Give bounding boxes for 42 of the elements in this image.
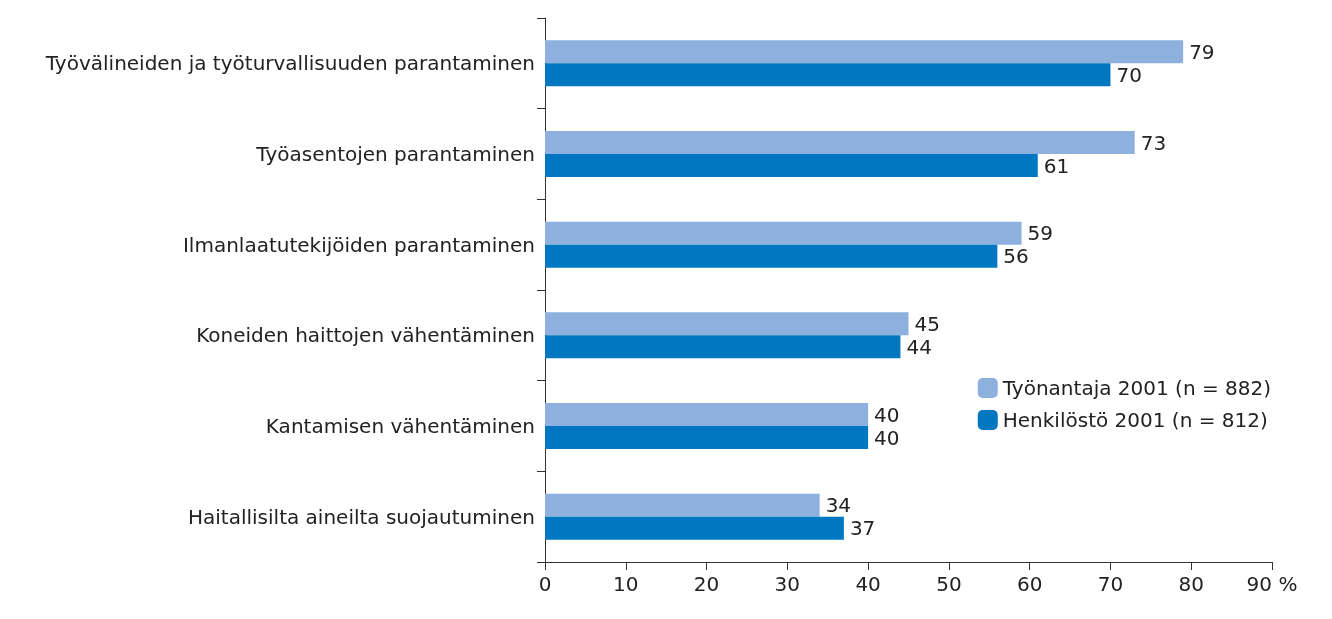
- legend-label: Työnantaja 2001 (n = 882): [1001, 376, 1271, 400]
- data-label: 34: [825, 493, 852, 518]
- bar: [545, 244, 998, 268]
- y-tick-label: Työvälineiden ja työturvallisuuden parantaminen: [44, 51, 535, 76]
- data-label: 40: [874, 402, 900, 427]
- data-label: 73: [1140, 130, 1167, 155]
- y-tick-label: Haitallisilta aineilta suojautuminen: [187, 504, 535, 529]
- data-label: 40: [874, 425, 900, 450]
- bar: [545, 312, 909, 336]
- x-tick-label: 30: [774, 572, 801, 596]
- x-tick-label: 60: [1016, 572, 1043, 596]
- x-tick-label: 0: [538, 572, 552, 596]
- bar: [545, 40, 1184, 64]
- x-tick-label: 20: [693, 572, 720, 596]
- bar: [545, 493, 820, 517]
- data-label: 44: [906, 334, 932, 359]
- y-tick-label: Koneiden haittojen vähentäminen: [196, 323, 535, 348]
- legend-label: Henkilöstö 2001 (n = 812): [1002, 408, 1268, 432]
- x-tick-label: 40: [855, 572, 881, 596]
- bar: [545, 154, 1038, 177]
- y-tick-label: Ilmanlaatutekijöiden parantaminen: [182, 232, 535, 257]
- bar: [545, 63, 1111, 87]
- bar: [545, 335, 901, 359]
- y-tick-label: Työasentojen parantaminen: [255, 142, 535, 166]
- x-tick-label: 70: [1097, 572, 1124, 596]
- data-label: 70: [1116, 62, 1142, 87]
- x-tick-label: 90 %: [1246, 572, 1298, 596]
- bar: [545, 426, 869, 449]
- data-label: 56: [1003, 244, 1029, 269]
- data-label: 59: [1027, 221, 1054, 246]
- data-label: 61: [1043, 153, 1070, 178]
- x-tick-label: 50: [936, 572, 962, 596]
- data-label: 37: [849, 516, 876, 541]
- data-label: 45: [914, 311, 940, 336]
- bar: [545, 516, 844, 540]
- x-tick-label: 10: [613, 572, 639, 596]
- data-label: 79: [1189, 39, 1215, 64]
- bar: [545, 403, 869, 426]
- y-tick-label: Kantamisen vähentäminen: [265, 414, 535, 438]
- bar: [545, 131, 1135, 154]
- x-tick-label: 80: [1178, 572, 1204, 596]
- bar: [545, 221, 1022, 245]
